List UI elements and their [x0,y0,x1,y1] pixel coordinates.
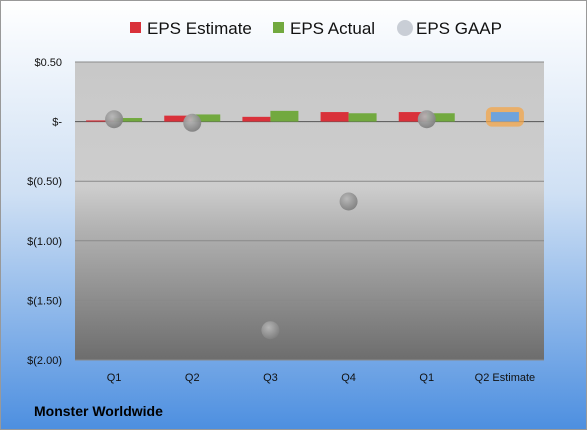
bar-eps-actual [192,114,221,122]
legend: EPS Estimate EPS Actual EPS GAAP [130,19,502,38]
bar-eps-estimate [86,120,115,122]
point-eps-gaap [261,321,280,340]
y-tick-label: $(1.50) [27,295,62,307]
legend-swatch-eps-estimate [130,22,141,33]
gridlines [75,61,544,361]
legend-swatch-eps-gaap [397,20,413,36]
plot-area [75,62,544,360]
x-tick-label: Q4 [341,372,356,384]
legend-label-eps-gaap: EPS GAAP [416,19,502,38]
x-tick-label: Q2 Estimate [475,372,536,384]
bar-eps-actual [114,118,143,122]
y-axis-ticks: $0.50 $- $(0.50) $(1.00) $(1.50) $(2.00) [27,57,62,367]
point-eps-gaap [105,110,124,129]
point-eps-gaap [417,110,436,129]
y-tick-label: $(2.00) [27,355,62,367]
y-tick-label: $(1.00) [27,236,62,248]
x-tick-label: Q1 [419,372,434,384]
y-tick-label: $(0.50) [27,176,62,188]
company-name: Monster Worldwide [34,403,163,419]
bar-q2-estimate [490,112,519,122]
bar-eps-actual [426,113,455,122]
bar-eps-actual [270,110,299,122]
legend-label-eps-actual: EPS Actual [290,19,375,38]
x-tick-label: Q2 [185,372,200,384]
x-tick-label: Q3 [263,372,278,384]
bar-eps-actual [348,113,377,122]
bar-eps-estimate [242,116,271,122]
bar-eps-estimate [164,115,193,122]
point-eps-gaap [183,113,202,132]
x-axis-ticks: Q1 Q2 Q3 Q4 Q1 Q2 Estimate [107,372,535,384]
y-tick-label: $0.50 [34,57,62,69]
legend-label-eps-estimate: EPS Estimate [147,19,252,38]
point-eps-gaap [339,192,358,211]
gaap-points [105,110,436,340]
x-tick-label: Q1 [107,372,122,384]
y-tick-label: $- [52,117,62,129]
bar-eps-estimate [320,112,349,122]
bar-eps-estimate [398,112,427,122]
legend-swatch-eps-actual [273,22,284,33]
bars [86,107,524,127]
